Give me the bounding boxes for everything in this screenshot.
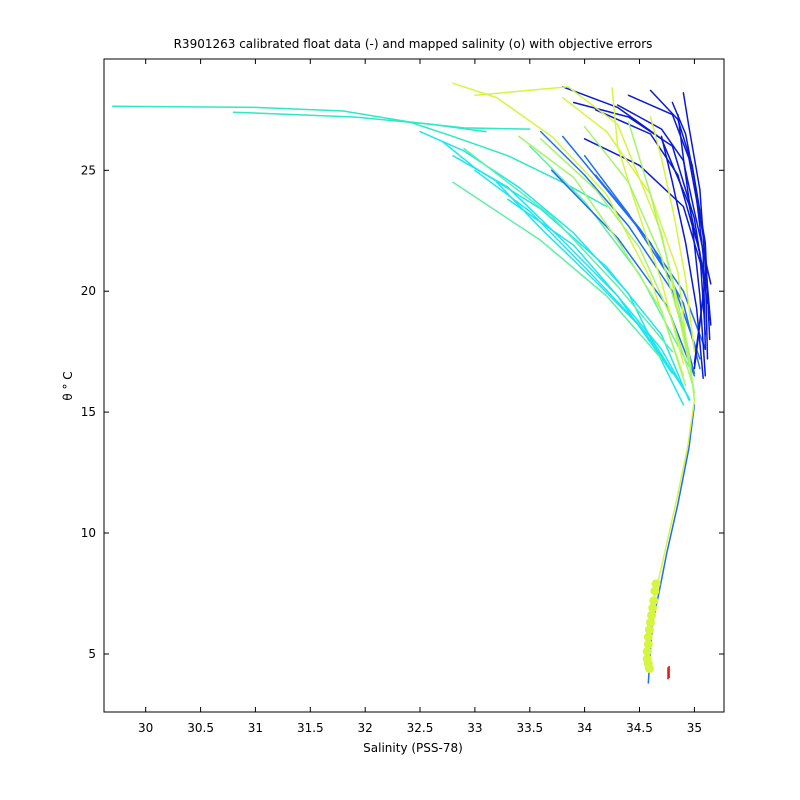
profile-line-7: [496, 181, 690, 399]
profile-line-2: [408, 121, 608, 208]
x-tick-label-7: 33.5: [516, 721, 543, 735]
profile-line-36: [627, 121, 696, 401]
x-axis-label: Salinity (PSS-78): [363, 741, 463, 755]
profile-line-0: [112, 105, 531, 130]
series-layer: [112, 82, 712, 684]
mapped-salinity-point-0: [651, 579, 661, 589]
x-tick-label-4: 32: [358, 721, 373, 735]
y-tick-label-4: 25: [81, 163, 96, 177]
profile-line-28: [452, 82, 685, 377]
objective-error-bars: [667, 666, 670, 680]
y-axis-ticks: 5 10 15 20 25: [81, 163, 724, 661]
profile-line-11: [463, 147, 674, 353]
x-tick-label-1: 30.5: [187, 721, 214, 735]
y-tick-label-2: 15: [81, 405, 96, 419]
mapped-salinity-point-5: [646, 618, 655, 627]
mapped-salinity-point-3: [648, 603, 658, 613]
x-tick-label-9: 34.5: [626, 721, 653, 735]
mapped-salinity-point-12: [644, 664, 654, 673]
profile-line-16: [550, 169, 696, 377]
x-tick-label-8: 34: [577, 721, 592, 735]
y-tick-label-0: 5: [88, 647, 96, 661]
mapped-salinity-point-6: [644, 625, 654, 635]
plot-frame: [103, 58, 725, 713]
y-tick-label-1: 10: [81, 526, 96, 540]
mapped-salinity-markers: [642, 579, 661, 673]
chart-title: R3901263 calibrated float data (-) and m…: [174, 37, 653, 51]
y-axis-label: θ ° C: [61, 371, 75, 400]
profile-line-4: [441, 140, 690, 401]
mapped-salinity-point-2: [649, 596, 659, 606]
x-axis-ticks: 30 30.5 31 31.5 32 32.5 33 33.5 34 34.5 35: [138, 59, 702, 735]
profile-line-29: [474, 86, 690, 365]
profile-line-32: [649, 116, 696, 353]
profile-line-8: [507, 198, 691, 401]
profile-line-9: [452, 181, 663, 360]
mapped-salinity-point-8: [643, 639, 653, 649]
x-tick-label-10: 35: [687, 721, 702, 735]
profile-line-19: [594, 109, 707, 336]
profile-line-30: [611, 87, 685, 365]
profile-line-1: [232, 111, 487, 133]
mapped-salinity-point-1: [650, 586, 660, 596]
mapped-salinity-point-4: [647, 610, 657, 620]
x-tick-label-6: 33: [467, 721, 482, 735]
profile-line-33: [518, 135, 687, 387]
profile-line-3: [419, 130, 685, 406]
profile-line-35: [583, 125, 696, 394]
x-tick-label-3: 31.5: [297, 721, 324, 735]
profile-line-24: [682, 92, 709, 360]
y-tick-label-3: 20: [81, 284, 96, 298]
x-tick-label-2: 31: [248, 721, 263, 735]
x-tick-label-0: 30: [138, 721, 153, 735]
x-tick-label-5: 32.5: [407, 721, 434, 735]
profile-line-25: [677, 113, 707, 377]
profile-line-34: [539, 138, 693, 384]
